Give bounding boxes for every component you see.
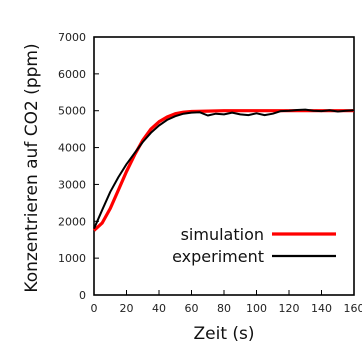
x-tick-label: 140 [311, 302, 332, 315]
x-tick-label: 60 [185, 302, 199, 315]
legend-label-experiment: experiment [172, 247, 264, 266]
x-tick-label: 100 [246, 302, 267, 315]
x-ticks: 0 20 40 60 80 100 120 140 160 [91, 290, 362, 315]
y-tick-label: 6000 [58, 68, 86, 81]
x-tick-label: 0 [91, 302, 98, 315]
x-axis-label: Zeit (s) [193, 324, 254, 344]
x-tick-label: 120 [279, 302, 300, 315]
y-tick-label: 2000 [58, 215, 86, 228]
y-tick-label: 3000 [58, 178, 86, 191]
legend-label-simulation: simulation [181, 225, 264, 244]
series-line-simulation [92, 109, 354, 232]
series-lines [92, 108, 355, 232]
y-tick-label: 5000 [58, 105, 86, 118]
y-tick-label: 0 [79, 289, 86, 302]
y-ticks: 0 1000 2000 3000 4000 5000 6000 7000 [58, 31, 99, 302]
x-tick-label: 80 [217, 302, 231, 315]
y-axis-label: Konzentrieren auf CO2 (ppm) [22, 43, 42, 292]
y-tick-label: 1000 [58, 252, 86, 265]
x-tick-label: 160 [344, 302, 362, 315]
y-tick-label: 4000 [58, 142, 86, 155]
x-tick-label: 40 [152, 302, 166, 315]
legend: simulation experiment [172, 225, 336, 266]
y-tick-label: 7000 [58, 31, 86, 44]
x-tick-label: 20 [120, 302, 134, 315]
series-line-experiment [93, 108, 355, 230]
